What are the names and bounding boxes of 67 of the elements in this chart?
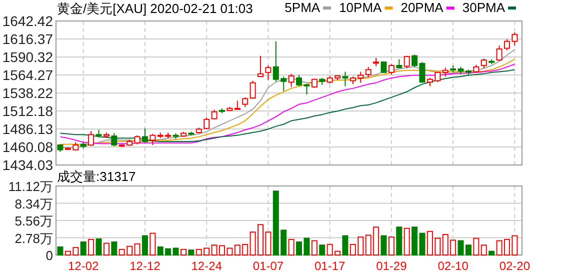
candlestick [342, 71, 348, 87]
bar [88, 238, 94, 256]
candlestick [365, 66, 372, 78]
y-tick-label: 1434.03 [2, 157, 54, 173]
y-tick-label: 2.78万 [14, 230, 53, 246]
legend-label: 20PMA [400, 0, 444, 15]
x-tick-label: 12-24 [191, 259, 222, 273]
bar [180, 248, 186, 256]
candlestick [404, 55, 410, 69]
bar [150, 232, 156, 256]
candlestick [388, 64, 394, 75]
legend-label: 30PMA [462, 0, 506, 15]
bar [111, 241, 118, 256]
bar [134, 243, 140, 256]
candlestick [211, 109, 218, 120]
candlestick [150, 133, 156, 146]
legend-label: 10PMA [339, 0, 382, 15]
y-tick-label: 1486.13 [2, 121, 54, 137]
y-tick-label: 1538.22 [2, 85, 54, 102]
x-tick-label: 12-12 [130, 259, 161, 273]
candlestick [265, 65, 272, 81]
x-tick-label: 01-29 [376, 259, 408, 273]
x-tick-label: 01-07 [252, 259, 284, 273]
bar [380, 235, 387, 256]
bar [480, 244, 487, 256]
bar [96, 238, 102, 256]
y-tick-label: 8.34万 [14, 196, 53, 212]
bar [172, 248, 179, 256]
bar [288, 238, 294, 256]
x-tick-label: 02-20 [499, 259, 530, 273]
y-tick-label: 1512.18 [2, 102, 54, 119]
chart-title: 黄金/美元[XAU] 2020-02-21 01:03 [57, 1, 253, 16]
x-tick-label: 01-17 [314, 259, 346, 273]
candlestick [258, 55, 264, 78]
candlestick [250, 80, 256, 100]
bar [342, 235, 348, 256]
candlestick [242, 96, 248, 108]
y-tick-label: 5.56万 [14, 214, 53, 228]
bar [388, 236, 394, 256]
bar [473, 238, 480, 256]
bar [142, 235, 148, 256]
y-tick-label: 1616.37 [2, 31, 54, 47]
candlestick [142, 128, 148, 144]
bar [57, 246, 64, 256]
bar [188, 250, 194, 256]
x-tick-label: 12-02 [68, 259, 100, 273]
bar [80, 241, 86, 256]
legend-label: 5PMA [284, 0, 320, 15]
y-tick-label: 11.12万 [8, 179, 53, 194]
bar [396, 226, 402, 256]
y-tick-label: 1590.32 [2, 49, 54, 65]
candlestick [480, 58, 487, 69]
bar [319, 244, 326, 256]
bar [311, 240, 318, 256]
y-tick-label: 0 [46, 248, 53, 263]
y-tick-label: 1564.27 [2, 67, 54, 84]
bar [404, 228, 410, 256]
candlestick [288, 73, 294, 88]
bar [103, 242, 110, 256]
candlestick [111, 132, 118, 147]
candlestick [88, 130, 94, 146]
x-tick-label: 02-10 [438, 259, 469, 273]
y-tick-label: 1460.08 [2, 139, 54, 155]
chart-title: 成交量:31317 [57, 169, 136, 184]
bar [488, 250, 495, 256]
y-tick-label: 1642.42 [2, 13, 54, 29]
candlestick [496, 44, 502, 62]
